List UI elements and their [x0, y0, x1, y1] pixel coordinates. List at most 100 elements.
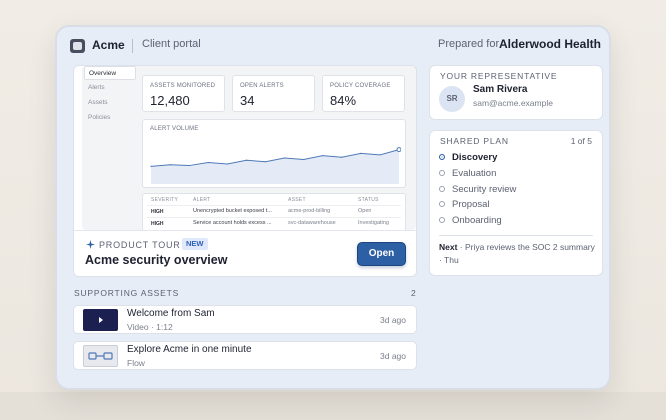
- preview-nav-assets: Assets: [88, 99, 108, 106]
- tour-title: Acme security overview: [85, 253, 228, 267]
- plan-step-label: Onboarding: [452, 215, 502, 226]
- plan-step-discovery: Discovery: [439, 152, 497, 163]
- asset-item-explore-flow[interactable]: Explore Acme in one minute Flow 3d ago: [73, 341, 417, 370]
- table-header-alert: ALERT: [193, 197, 211, 203]
- chart-point: [396, 147, 401, 153]
- chart-plot: [150, 147, 401, 184]
- stat-assets-monitored: ASSETS MONITORED 12,480: [142, 75, 225, 112]
- stat-label: POLICY COVERAGE: [330, 83, 391, 89]
- table-cell: Investigating: [358, 220, 389, 226]
- chart-area-fill: [151, 149, 399, 184]
- acme-logo-icon: [70, 39, 85, 53]
- chart-point: [150, 165, 152, 167]
- chart-point: [169, 164, 171, 166]
- tour-kicker: PRODUCT TOUR: [99, 240, 181, 250]
- stat-value: 84%: [330, 93, 357, 108]
- client-name: Alderwood Health: [499, 37, 602, 51]
- chart-point: [322, 155, 324, 157]
- preview-sidebar: Overview Alerts Assets Policies: [82, 66, 140, 230]
- chart-point: [379, 154, 381, 156]
- step-pending-icon: [439, 170, 445, 176]
- portal-window: Acme Client portal Prepared for Alderwoo…: [55, 25, 611, 390]
- plan-kicker: SHARED PLAN: [440, 136, 509, 146]
- step-pending-icon: [439, 201, 445, 207]
- stat-label: ASSETS MONITORED: [150, 83, 216, 89]
- chart-title: ALERT VOLUME: [150, 126, 199, 132]
- asset-meta: Flow: [127, 358, 145, 368]
- open-tour-button[interactable]: Open: [357, 242, 406, 266]
- chart-point: [360, 152, 362, 154]
- plan-step-proposal: Proposal: [439, 199, 490, 210]
- flow-diagram-icon: [88, 352, 113, 360]
- supporting-assets-heading: SUPPORTING ASSETS: [74, 288, 180, 298]
- brand-name: Acme: [92, 38, 125, 52]
- preview-main: ASSETS MONITORED 12,480 OPEN ALERTS 34 P…: [142, 66, 412, 230]
- plan-step-label: Evaluation: [452, 168, 497, 179]
- flow-icon: [83, 345, 118, 367]
- stat-label: OPEN ALERTS: [240, 83, 284, 89]
- new-badge: NEW: [182, 238, 208, 250]
- next-detail: · Priya reviews the SOC 2 summary · Thu: [439, 242, 595, 265]
- representative-kicker: YOUR REPRESENTATIVE: [440, 71, 558, 81]
- table-cell: HIGH: [151, 209, 164, 215]
- preview-nav-alerts: Alerts: [88, 84, 105, 91]
- prepared-for-label: Prepared for: [438, 38, 500, 50]
- step-pending-icon: [439, 217, 445, 223]
- step-current-icon: [439, 154, 445, 160]
- table-cell: acme-prod-billing: [288, 208, 331, 214]
- table-cell: Service account holds excess ...: [193, 220, 272, 226]
- table-header-status: STATUS: [358, 197, 379, 203]
- stat-open-alerts: OPEN ALERTS 34: [232, 75, 315, 112]
- chart-point: [226, 163, 228, 165]
- table-cell: svc-datawarehouse: [288, 220, 336, 226]
- next-label: Next: [439, 242, 458, 252]
- dashboard-preview: Overview Alerts Assets Policies ASSETS M…: [82, 66, 416, 230]
- representative-name: Sam Rivera: [473, 84, 528, 95]
- avatar: SR: [439, 86, 465, 112]
- asset-age: 3d ago: [380, 351, 406, 361]
- tour-footer: PRODUCT TOUR NEW Acme security overview …: [74, 230, 416, 276]
- plan-step-label: Security review: [452, 184, 517, 195]
- preview-nav-policies: Policies: [88, 114, 111, 121]
- chart-point: [188, 164, 190, 167]
- play-icon: [83, 309, 118, 331]
- plan-step-evaluation: Evaluation: [439, 168, 496, 179]
- stat-policy-coverage: POLICY COVERAGE 84%: [322, 75, 405, 112]
- asset-item-welcome-video[interactable]: Welcome from Sam Video · 1:12 3d ago: [73, 305, 417, 334]
- alerts-table: SEVERITY ALERT ASSET STATUS HIGH Unencry…: [142, 193, 406, 230]
- header-divider: [132, 39, 133, 53]
- plan-step-onboarding: Onboarding: [439, 215, 502, 226]
- portal-label: Client portal: [142, 38, 201, 50]
- asset-age: 3d ago: [380, 315, 406, 325]
- step-pending-icon: [439, 186, 445, 192]
- plan-step-security-review: Security review: [439, 184, 516, 195]
- backdrop-floor: [0, 392, 666, 420]
- chart-point: [264, 161, 267, 163]
- chart-point: [303, 158, 305, 161]
- table-cell: Unencrypted bucket exposed t...: [193, 208, 272, 214]
- alert-volume-chart: ALERT VOLUME: [142, 119, 406, 188]
- asset-title: Explore Acme in one minute: [127, 344, 252, 355]
- table-cell: HIGH: [151, 221, 164, 227]
- product-tour-card[interactable]: Overview Alerts Assets Policies ASSETS M…: [73, 65, 417, 277]
- plan-step-label: Proposal: [452, 199, 490, 210]
- plan-divider: [439, 235, 593, 236]
- sparkle-icon: [86, 240, 95, 249]
- chart-series-line: [150, 149, 400, 167]
- next-step-text: Next · Priya reviews the SOC 2 summary ·…: [439, 241, 597, 267]
- chart-point: [207, 161, 209, 164]
- asset-title: Welcome from Sam: [127, 308, 215, 319]
- plan-step-label: Discovery: [452, 152, 498, 163]
- stat-value: 34: [240, 93, 255, 108]
- representative-card: YOUR REPRESENTATIVE SR Sam Rivera sam@ac…: [429, 65, 603, 120]
- table-divider: [147, 217, 401, 218]
- portal-header: Acme Client portal Prepared for Alderwoo…: [57, 27, 609, 65]
- table-cell: Open: [358, 208, 372, 214]
- chart-point: [341, 156, 343, 158]
- stat-value: 12,480: [150, 93, 190, 108]
- table-header-asset: ASSET: [288, 197, 306, 203]
- representative-email[interactable]: sam@acme.example: [473, 98, 553, 108]
- chart-point: [245, 159, 247, 161]
- table-divider: [147, 205, 401, 206]
- asset-meta: Video · 1:12: [127, 322, 173, 332]
